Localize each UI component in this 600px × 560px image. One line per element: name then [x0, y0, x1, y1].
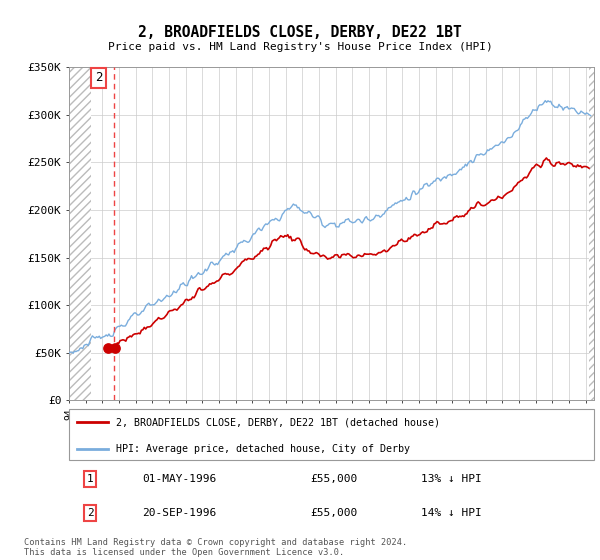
Bar	[589, 67, 594, 400]
Text: 13% ↓ HPI: 13% ↓ HPI	[421, 474, 482, 484]
Point	[103, 344, 113, 353]
Text: Contains HM Land Registry data © Crown copyright and database right 2024.
This d: Contains HM Land Registry data © Crown c…	[24, 538, 407, 557]
Text: 14% ↓ HPI: 14% ↓ HPI	[421, 508, 482, 518]
Text: £55,000: £55,000	[311, 474, 358, 484]
Text: 2, BROADFIELDS CLOSE, DERBY, DE22 1BT (detached house): 2, BROADFIELDS CLOSE, DERBY, DE22 1BT (d…	[116, 417, 440, 427]
Text: 01-MAY-1996: 01-MAY-1996	[143, 474, 217, 484]
Point	[110, 344, 119, 353]
Text: 2: 2	[95, 72, 103, 85]
Text: 2, BROADFIELDS CLOSE, DERBY, DE22 1BT: 2, BROADFIELDS CLOSE, DERBY, DE22 1BT	[138, 25, 462, 40]
Text: £55,000: £55,000	[311, 508, 358, 518]
Text: 1: 1	[86, 474, 94, 484]
Text: 20-SEP-1996: 20-SEP-1996	[143, 508, 217, 518]
Text: 2: 2	[86, 508, 94, 518]
Text: HPI: Average price, detached house, City of Derby: HPI: Average price, detached house, City…	[116, 444, 410, 454]
Bar	[69, 67, 91, 400]
Text: Price paid vs. HM Land Registry's House Price Index (HPI): Price paid vs. HM Land Registry's House …	[107, 42, 493, 52]
FancyBboxPatch shape	[69, 409, 594, 460]
